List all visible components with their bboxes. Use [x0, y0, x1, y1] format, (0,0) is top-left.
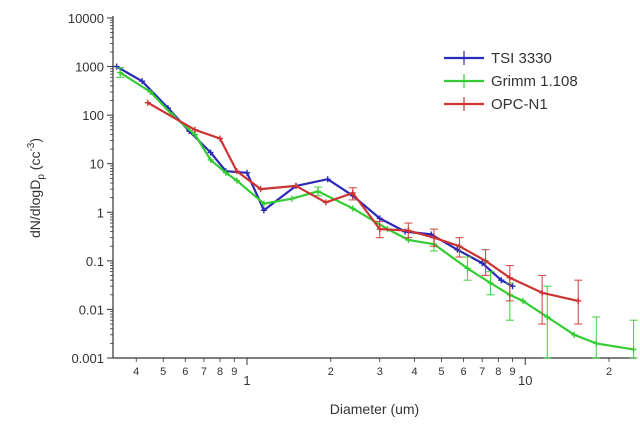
y-tick-label: 0.01 [79, 302, 104, 317]
x-minor-tick-label: 8 [495, 366, 501, 378]
x-minor-tick-label: 5 [438, 366, 444, 378]
legend-label: Grimm 1.108 [491, 73, 578, 90]
y-tick-label: 0.1 [86, 254, 104, 269]
x-minor-tick-label: 6 [460, 366, 466, 378]
x-minor-tick-label: 9 [509, 366, 515, 378]
x-minor-tick-label: 6 [182, 366, 188, 378]
legend-label: TSI 3330 [491, 50, 552, 67]
legend-label: OPC-N1 [491, 96, 548, 113]
y-axis-title-close: ) [27, 138, 43, 143]
x-minor-tick-label: 3 [377, 366, 383, 378]
y-axis-title-superscript: -3 [26, 142, 37, 151]
x-axis-title: Diameter (um) [330, 401, 419, 417]
x-minor-tick-label: 9 [231, 366, 237, 378]
y-axis-title-main: dN/dlogD [27, 180, 43, 238]
x-minor-tick-label: 2 [328, 366, 334, 378]
y-axis-title: dN/dlogDp (cc-3) [26, 138, 47, 238]
x-tick-label: 1 [243, 373, 250, 388]
series-layer [113, 63, 638, 359]
y-tick-label: 1000 [75, 60, 104, 75]
x-minor-tick-label: 7 [479, 366, 485, 378]
x-minor-tick-label: 4 [411, 366, 417, 378]
x-minor-tick-label: 2 [606, 366, 612, 378]
series-line [116, 65, 514, 288]
plot-frame [112, 16, 636, 359]
x-minor-tick-label: 4 [133, 366, 139, 378]
y-tick-label: 10 [90, 157, 104, 172]
y-axis-title-subscript: p [36, 174, 47, 180]
x-tick-label: 10 [518, 373, 532, 388]
y-tick-label: 10000 [68, 11, 104, 26]
series-line [119, 71, 634, 351]
y-tick-label: 1 [97, 205, 104, 220]
series-group [116, 67, 638, 359]
y-tick-label: 0.001 [71, 351, 104, 366]
series-line [147, 101, 579, 302]
series-group [144, 99, 583, 325]
y-axis-title-unit: (cc [27, 152, 43, 175]
y-tick-label: 100 [82, 108, 104, 123]
legend: TSI 3330 Grimm 1.108 OPC-N1 [444, 50, 578, 113]
x-minor-tick-label: 7 [201, 366, 207, 378]
x-minor-tick-label: 8 [217, 366, 223, 378]
x-axis-ticks: 1 104 5 6 7 8 9 2 3 4 5 6 7 8 9 2 [133, 358, 612, 388]
series-group [113, 63, 516, 290]
x-minor-tick-label: 5 [160, 366, 166, 378]
y-axis-ticks: 0.001 0.01 0.1 1 10 100 1000 10000 [68, 11, 113, 366]
